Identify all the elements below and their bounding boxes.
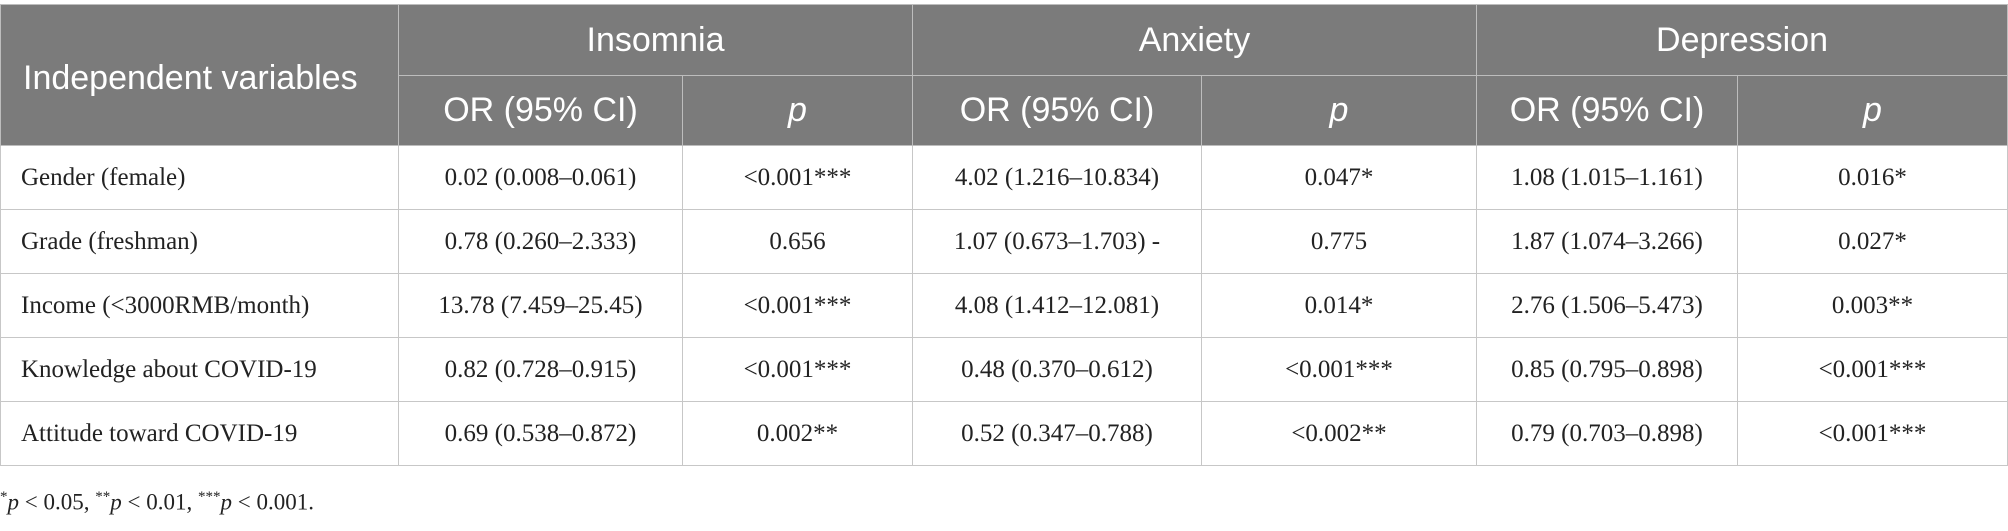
anxiety-or-cell: 4.02 (1.216–10.834)	[912, 145, 1202, 210]
insomnia-p-cell: 0.656	[682, 209, 913, 274]
anxiety-or-cell: 1.07 (0.673–1.703) -	[912, 209, 1202, 274]
header-row-groups: Independent variables Insomnia Anxiety D…	[0, 4, 2008, 146]
depression-or-cell: 0.85 (0.795–0.898)	[1476, 337, 1738, 402]
footnote-p: p	[110, 489, 122, 515]
insomnia-p-cell: <0.001***	[682, 337, 913, 402]
insomnia-or-cell: 0.82 (0.728–0.915)	[398, 337, 683, 402]
table-row: Knowledge about COVID-19 0.82 (0.728–0.9…	[0, 337, 2008, 402]
header-or-ci: OR (95% CI)	[912, 75, 1202, 146]
table-row: Grade (freshman) 0.78 (0.260–2.333) 0.65…	[0, 209, 2008, 274]
row-label: Gender (female)	[0, 145, 399, 210]
anxiety-or-cell: 4.08 (1.412–12.081)	[912, 273, 1202, 338]
depression-p-cell: 0.003**	[1736, 273, 2008, 338]
anxiety-or-cell: 0.48 (0.370–0.612)	[912, 337, 1202, 402]
header-or-ci: OR (95% CI)	[398, 75, 683, 146]
row-label: Income (<3000RMB/month)	[0, 273, 399, 338]
anxiety-p-cell: 0.775	[1201, 209, 1477, 274]
depression-or-cell: 0.79 (0.703–0.898)	[1476, 401, 1738, 466]
table-row: Income (<3000RMB/month) 13.78 (7.459–25.…	[0, 273, 2008, 338]
depression-p-cell: 0.027*	[1736, 209, 2008, 274]
table-footnote: *p < 0.05, **p < 0.01, ***p < 0.001.	[0, 489, 314, 516]
footnote-symbol: **	[95, 489, 111, 505]
depression-p-cell: <0.001***	[1736, 401, 2008, 466]
footnote-p: p	[7, 489, 20, 515]
table-row: Gender (female) 0.02 (0.008–0.061) <0.00…	[0, 145, 2008, 210]
insomnia-p-cell: <0.001***	[682, 273, 913, 338]
depression-p-cell: <0.001***	[1736, 337, 2008, 402]
header-p-value: p	[1736, 75, 2008, 146]
footnote-symbol: *	[0, 489, 8, 505]
header-group-anxiety: Anxiety	[912, 4, 1477, 76]
header-row-stats: OR (95% CI) p OR (95% CI) p OR (95% CI) …	[1, 75, 2008, 146]
header-p-value: p	[682, 75, 913, 146]
results-table: Independent variables Insomnia Anxiety D…	[0, 4, 2008, 466]
header-group-insomnia: Insomnia	[398, 4, 913, 76]
anxiety-p-cell: <0.002**	[1201, 401, 1477, 466]
header-independent-variables: Independent variables	[0, 4, 399, 146]
insomnia-or-cell: 0.69 (0.538–0.872)	[398, 401, 683, 466]
footnote-p: p	[220, 489, 232, 515]
footnote-text: < 0.01,	[121, 489, 198, 515]
depression-or-cell: 1.08 (1.015–1.161)	[1476, 145, 1738, 210]
depression-or-cell: 1.87 (1.074–3.266)	[1476, 209, 1738, 274]
row-label: Grade (freshman)	[0, 209, 399, 274]
anxiety-p-cell: 0.014*	[1201, 273, 1477, 338]
footnote-text: < 0.001.	[231, 489, 314, 515]
insomnia-p-cell: 0.002**	[682, 401, 913, 466]
insomnia-or-cell: 0.78 (0.260–2.333)	[398, 209, 683, 274]
header-p-value: p	[1201, 75, 1477, 146]
footnote-text: < 0.05,	[19, 489, 96, 515]
anxiety-p-cell: 0.047*	[1201, 145, 1477, 210]
depression-or-cell: 2.76 (1.506–5.473)	[1476, 273, 1738, 338]
header-or-ci: OR (95% CI)	[1476, 75, 1738, 146]
header-group-depression: Depression	[1475, 4, 2008, 76]
table-row: Attitude toward COVID-19 0.69 (0.538–0.8…	[0, 401, 2008, 466]
insomnia-or-cell: 0.02 (0.008–0.061)	[398, 145, 683, 210]
row-label: Attitude toward COVID-19	[0, 401, 399, 466]
footnote-symbol: ***	[197, 489, 221, 505]
anxiety-or-cell: 0.52 (0.347–0.788)	[912, 401, 1202, 466]
depression-p-cell: 0.016*	[1736, 145, 2008, 210]
row-label: Knowledge about COVID-19	[0, 337, 399, 402]
anxiety-p-cell: <0.001***	[1201, 337, 1477, 402]
insomnia-or-cell: 13.78 (7.459–25.45)	[398, 273, 683, 338]
insomnia-p-cell: <0.001***	[682, 145, 913, 210]
